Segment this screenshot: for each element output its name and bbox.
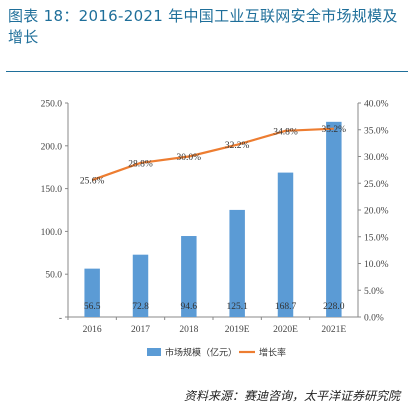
legend-label-growth: 增长率 (259, 347, 286, 359)
left-tick-label: 50.0 (45, 271, 62, 281)
bar-value-label: 72.8 (132, 302, 149, 312)
x-tick-label: 2016 (83, 325, 102, 335)
growth-value-label: 35.2% (322, 125, 347, 135)
bar (326, 122, 341, 317)
source-note: 资料来源：赛迪咨询，太平洋证券研究院 (184, 387, 400, 404)
x-tick-label: 2018 (179, 325, 198, 335)
growth-value-label: 32.2% (225, 141, 250, 151)
x-tick-label: 2017 (131, 325, 150, 335)
bar (229, 210, 244, 317)
right-tick-label: 20.0% (364, 207, 389, 217)
right-tick-label: 15.0% (364, 233, 389, 243)
legend-label-market-size: 市场规模（亿元） (165, 347, 237, 359)
left-tick-label: 100.0 (41, 228, 63, 238)
bar-value-label: 56.5 (84, 302, 101, 312)
right-tick-label: 0.0% (364, 314, 384, 324)
left-tick-label: 150.0 (41, 185, 63, 195)
left-tick-label: 200.0 (41, 142, 63, 152)
growth-value-label: 34.8% (273, 127, 298, 137)
legend-swatch-market-size (147, 348, 161, 356)
bar-value-label: 94.6 (181, 302, 198, 312)
right-tick-label: 35.0% (364, 126, 389, 136)
right-tick-label: 5.0% (364, 287, 384, 297)
bar-value-label: 168.7 (275, 302, 297, 312)
right-tick-label: 30.0% (364, 153, 389, 163)
x-tick-label: 2021E (321, 325, 346, 335)
right-tick-label: 10.0% (364, 260, 389, 270)
growth-value-label: 25.6% (80, 177, 105, 187)
growth-value-label: 30.0% (177, 153, 202, 163)
growth-value-label: 28.8% (128, 159, 153, 169)
bar-value-label: 125.1 (226, 302, 248, 312)
left-tick-label: 250.0 (41, 100, 63, 110)
right-tick-label: 40.0% (364, 100, 389, 110)
bar (278, 173, 293, 317)
x-tick-label: 2019E (225, 325, 250, 335)
x-tick-label: 2020E (273, 325, 298, 335)
bar-value-label: 228.0 (323, 302, 345, 312)
right-tick-label: 25.0% (364, 180, 389, 190)
left-tick-label: - (59, 314, 62, 324)
